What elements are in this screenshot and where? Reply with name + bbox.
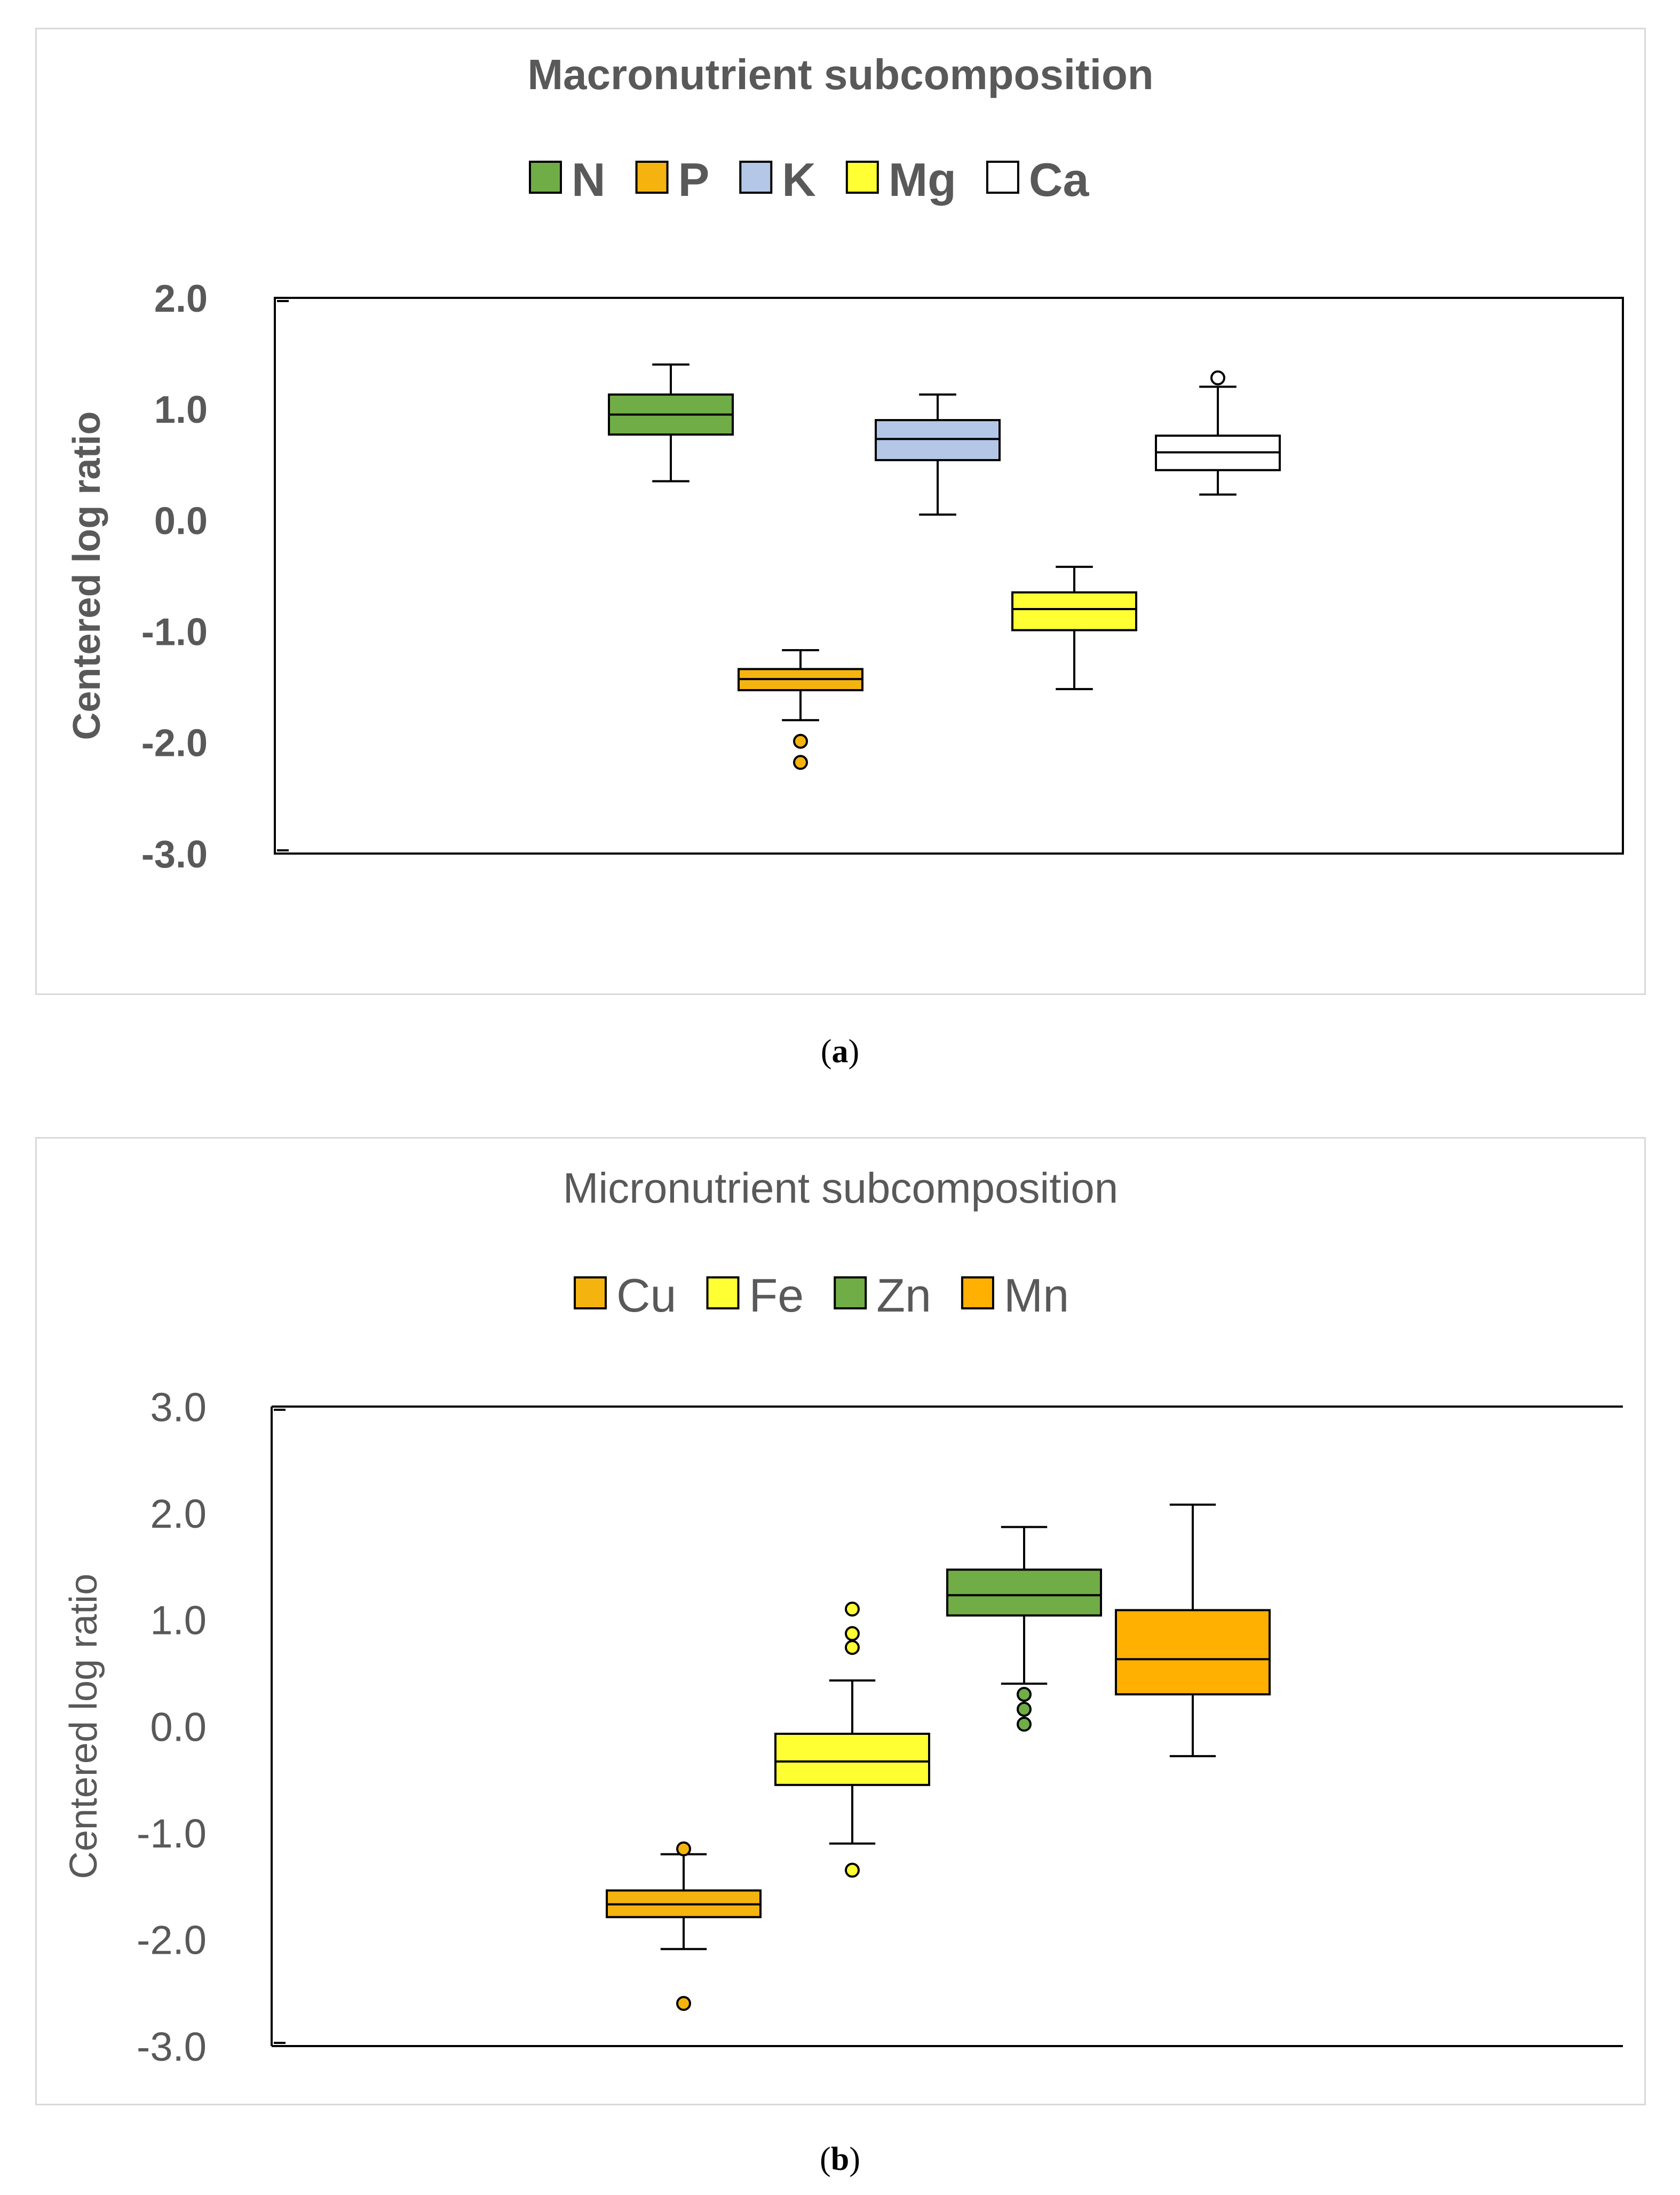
legend-label-zn: Zn bbox=[876, 1269, 931, 1322]
legend-item-n: N bbox=[529, 153, 606, 206]
y-axis-label: Centered log ratio bbox=[66, 411, 108, 740]
box-mn bbox=[1115, 1503, 1271, 1757]
box-k bbox=[875, 393, 1001, 516]
legend-label-k: K bbox=[782, 153, 816, 206]
y-tick-label: 3.0 bbox=[150, 1385, 207, 1430]
box-body-k bbox=[875, 419, 1001, 461]
box-ca bbox=[1155, 370, 1281, 496]
outlier-point-cu bbox=[676, 1996, 691, 2011]
outlier-point-fe bbox=[845, 1862, 860, 1878]
caption-a: (a) bbox=[820, 1033, 860, 1070]
legend-item-mg: Mg bbox=[845, 153, 956, 206]
outlier-point-p bbox=[793, 733, 808, 749]
legend-swatch-cu bbox=[574, 1276, 607, 1309]
legend-item-ca: Ca bbox=[986, 153, 1090, 206]
legend-item-zn: Zn bbox=[834, 1269, 931, 1322]
legend-item-mn: Mn bbox=[961, 1269, 1069, 1322]
macronutrient-boxplot: Macronutrient subcomposition N P K Mg Ca 2.0 1.… bbox=[66, 51, 1624, 876]
box-p bbox=[738, 649, 863, 770]
chart-panel-micronutrient: Micronutrient subcomposition Cu Fe Zn Mn 3.0 2… bbox=[35, 1137, 1646, 2105]
box-n bbox=[608, 363, 734, 483]
legend-swatch-fe bbox=[706, 1276, 740, 1309]
y-tick-label: -2.0 bbox=[137, 1918, 207, 1963]
caption-b-letter: b bbox=[830, 2141, 850, 2177]
outlier-point-ca bbox=[1210, 370, 1225, 385]
outlier-point-fe bbox=[845, 1601, 860, 1617]
y-tick-label: 1.0 bbox=[150, 1598, 207, 1644]
legend-swatch-ca bbox=[986, 161, 1019, 194]
box-fe bbox=[774, 1601, 930, 1878]
legend-label-mg: Mg bbox=[889, 153, 956, 206]
box-body-mn bbox=[1115, 1609, 1271, 1696]
y-tick-label: 0.0 bbox=[150, 1704, 207, 1750]
outlier-point-p bbox=[793, 755, 808, 770]
legend-label-fe: Fe bbox=[749, 1269, 804, 1322]
box-mg bbox=[1011, 565, 1137, 690]
y-tick-label: -3.0 bbox=[137, 2024, 207, 2070]
legend-item-fe: Fe bbox=[706, 1269, 804, 1322]
y-tick-label: 1.0 bbox=[154, 389, 208, 431]
y-tick-label: -3.0 bbox=[141, 833, 208, 876]
box-body-zn bbox=[946, 1568, 1102, 1617]
box-zn bbox=[946, 1526, 1102, 1732]
outlier-point-fe bbox=[845, 1640, 860, 1655]
legend-label-ca: Ca bbox=[1029, 153, 1090, 206]
outlier-point-zn bbox=[1017, 1687, 1032, 1702]
legend-swatch-n bbox=[529, 161, 562, 194]
legend-label-mn: Mn bbox=[1004, 1269, 1069, 1322]
caption-a-letter: a bbox=[831, 1033, 849, 1070]
outlier-point-fe bbox=[845, 1626, 860, 1641]
outlier-point-zn bbox=[1017, 1702, 1032, 1717]
outlier-point-cu bbox=[676, 1841, 691, 1857]
legend-swatch-mn bbox=[961, 1276, 994, 1309]
legend-item-k: K bbox=[739, 153, 816, 206]
box-body-mg bbox=[1011, 591, 1137, 631]
legend-label-p: P bbox=[678, 153, 710, 206]
legend-label-cu: Cu bbox=[616, 1269, 677, 1322]
y-axis-label: Centered log ratio bbox=[62, 1574, 105, 1879]
y-tick-label: 0.0 bbox=[154, 500, 208, 542]
y-tick-label: 2.0 bbox=[154, 278, 208, 320]
legend-swatch-zn bbox=[834, 1276, 867, 1309]
chart-title: Macronutrient subcomposition bbox=[527, 51, 1153, 98]
legend-swatch-k bbox=[739, 161, 773, 194]
legend-swatch-p bbox=[635, 161, 669, 194]
caption-b: (b) bbox=[820, 2141, 860, 2177]
legend-item-cu: Cu bbox=[574, 1269, 677, 1322]
chart-panel-macronutrient: Macronutrient subcomposition N P K Mg Ca 2.0 1.… bbox=[35, 28, 1646, 995]
legend-item-p: P bbox=[635, 153, 710, 206]
legend-label-n: N bbox=[572, 153, 606, 206]
y-tick-label: 2.0 bbox=[150, 1491, 207, 1537]
box-body-fe bbox=[774, 1732, 930, 1786]
micronutrient-boxplot: Micronutrient subcomposition Cu Fe Zn Mn 3.0 2… bbox=[62, 1164, 1623, 2070]
chart-title: Micronutrient subcomposition bbox=[563, 1164, 1118, 1212]
y-tick-label: -2.0 bbox=[141, 722, 208, 765]
outlier-point-zn bbox=[1017, 1717, 1032, 1732]
plot-frame bbox=[274, 297, 1624, 855]
y-tick-label: -1.0 bbox=[137, 1811, 207, 1857]
legend-swatch-mg bbox=[845, 161, 879, 194]
y-tick-label: -1.0 bbox=[141, 611, 208, 654]
box-cu bbox=[606, 1841, 762, 2011]
